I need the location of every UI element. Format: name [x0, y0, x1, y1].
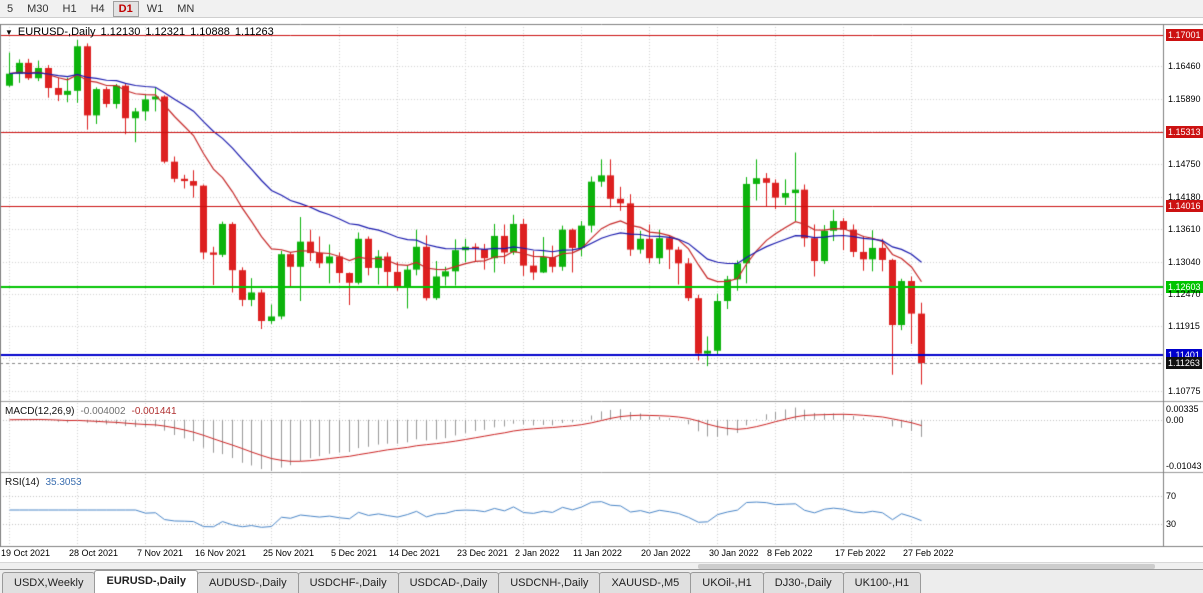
horizontal-scrollbar[interactable] — [0, 562, 1203, 569]
chart-low-value: 1.10888 — [190, 26, 230, 38]
tab-usdx-weekly[interactable]: USDX,Weekly — [2, 572, 96, 593]
chart-title: ▼ EURUSD-,Daily 1.12130 1.12321 1.10888 … — [5, 26, 274, 38]
macd-signal-value: -0.001441 — [131, 406, 177, 417]
timeframe-button-mn[interactable]: MN — [177, 2, 195, 15]
chart-open-value: 1.12130 — [100, 26, 141, 38]
timeframe-button-5[interactable]: 5 — [7, 2, 14, 15]
rsi-label: RSI(14) 35.3053 — [5, 477, 82, 488]
tab-ukoil-h1[interactable]: UKOil-,H1 — [690, 572, 764, 593]
timeframe-toolbar: 5 M30 H1 H4 D1 W1 MN — [0, 0, 1203, 18]
chart-tabs: USDX,Weekly EURUSD-,Daily AUDUSD-,Daily USD… — [0, 569, 1203, 593]
chart-symbol-period: EURUSD-,Daily — [17, 26, 96, 38]
macd-label: MACD(12,26,9) -0.004002 -0.001441 — [5, 406, 177, 417]
tab-usdcad-daily[interactable]: USDCAD-,Daily — [397, 572, 500, 593]
price-chart-canvas[interactable] — [0, 18, 1203, 562]
rsi-value: 35.3053 — [45, 477, 82, 488]
timeframe-button-h1[interactable]: H1 — [62, 2, 77, 15]
tab-dj30-daily[interactable]: DJ30-,Daily — [762, 572, 844, 593]
tab-audusd-daily[interactable]: AUDUSD-,Daily — [196, 572, 299, 593]
tab-usdcnh-daily[interactable]: USDCNH-,Daily — [498, 572, 601, 593]
timeframe-button-w1[interactable]: W1 — [146, 2, 164, 15]
tab-uk100-h1[interactable]: UK100-,H1 — [842, 572, 922, 593]
timeframe-button-m30[interactable]: M30 — [27, 2, 49, 15]
tab-xauusd-m5[interactable]: XAUUSD-,M5 — [599, 572, 692, 593]
rsi-name: RSI(14) — [5, 477, 40, 488]
collapse-icon[interactable]: ▼ — [5, 27, 13, 37]
chart-close-value: 1.11263 — [234, 26, 274, 38]
scrollbar-thumb[interactable] — [697, 564, 1155, 569]
chart-high-value: 1.12321 — [145, 26, 186, 38]
timeframe-button-d1[interactable]: D1 — [112, 0, 139, 17]
macd-value: -0.004002 — [80, 406, 126, 417]
tab-eurusd-daily[interactable]: EURUSD-,Daily — [94, 570, 198, 593]
timeframe-button-h4[interactable]: H4 — [90, 2, 105, 15]
macd-name: MACD(12,26,9) — [5, 406, 75, 417]
tab-usdchf-daily[interactable]: USDCHF-,Daily — [297, 572, 399, 593]
